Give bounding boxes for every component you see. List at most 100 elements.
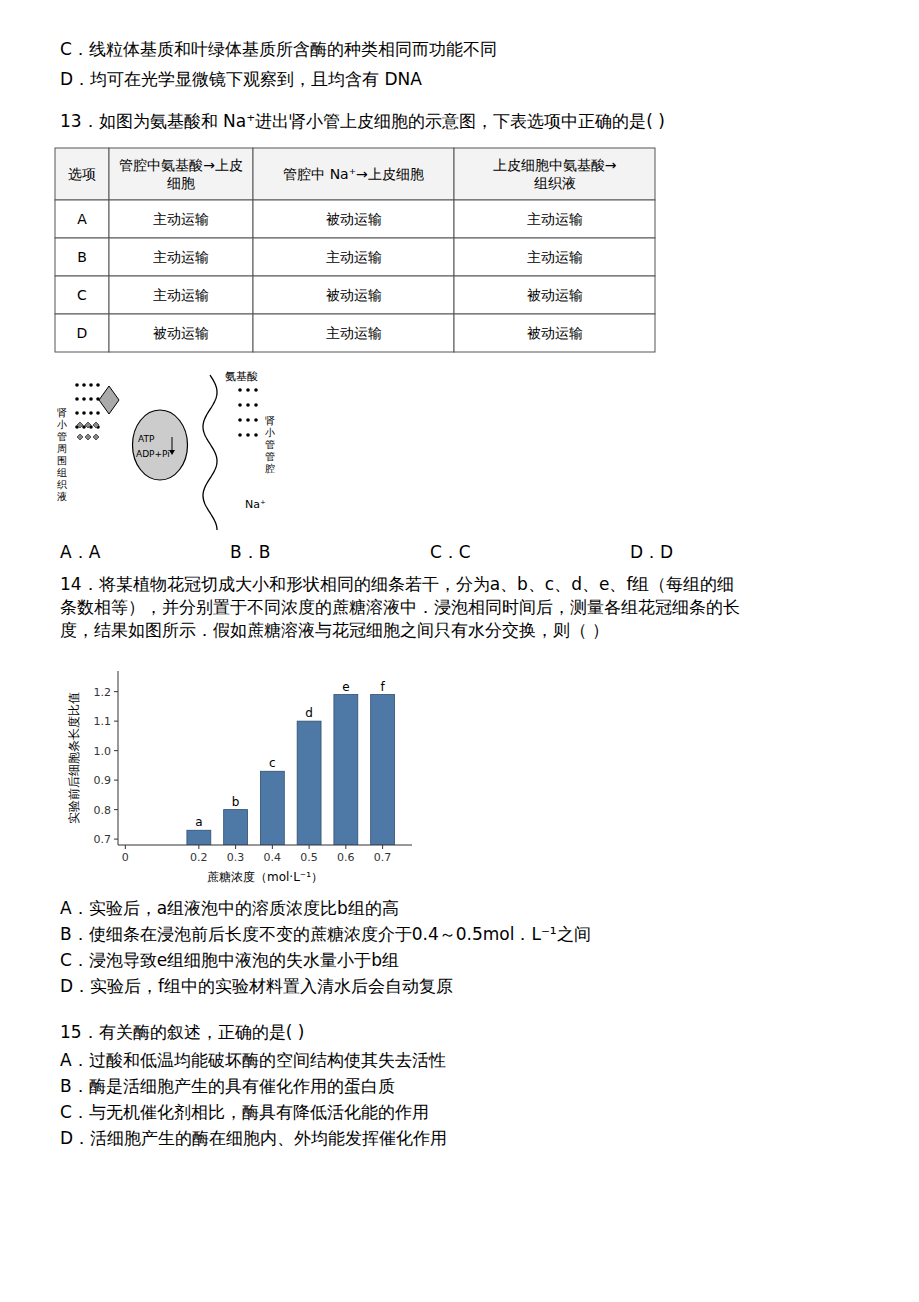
x-tick (382, 845, 383, 849)
table-text-line: 被动运输 (153, 325, 209, 341)
table-cell (55, 314, 109, 352)
table-text-line: A (77, 211, 87, 227)
diagram-particle (75, 383, 79, 387)
y-tick (114, 839, 118, 840)
x-tick-label: 0 (122, 851, 129, 864)
diagram-arrow-head (169, 450, 175, 455)
table-cell (55, 238, 109, 276)
y-tick-label: 1.0 (94, 745, 112, 758)
y-axis-line (118, 671, 119, 845)
answer-option: A．过酸和低温均能破坏酶的空间结构使其失去活性 (60, 1050, 446, 1070)
table-text: 被动运输 (527, 325, 583, 341)
table-cell (109, 238, 253, 276)
diagram-particle (75, 397, 79, 401)
table-cell (253, 238, 454, 276)
page: C．线粒体基质和叶绿体基质所含酶的种类相同而功能不同D．均可在光学显微镜下观察到… (0, 0, 919, 1302)
answer-option: D．D (630, 542, 673, 562)
bar-category-label: e (342, 680, 349, 694)
y-tick-label: 0.8 (94, 804, 112, 817)
table-cell (253, 276, 454, 314)
table-cell (109, 148, 253, 200)
table-text: 被动运输 (527, 287, 583, 303)
diagram-label-char: 管 (57, 431, 67, 442)
table-cell (109, 200, 253, 238)
table-cell (454, 276, 655, 314)
y-axis-label: 实验前后细胞条长度比值 (67, 692, 81, 824)
table-text-line: 主动运输 (153, 249, 209, 265)
bar (334, 695, 358, 845)
diagram-cell (133, 410, 188, 480)
table-text-line: 被动运输 (527, 325, 583, 341)
table-text-line: 组织液 (534, 175, 576, 191)
x-tick-label: 0.2 (190, 851, 208, 864)
diagram-particle (238, 433, 242, 437)
annotation: D．均可在光学显微镜下观察到，且均含有 DNA (60, 69, 422, 89)
bar (260, 771, 284, 845)
diagram-label: ATP (138, 434, 155, 444)
diagram-particle (96, 383, 100, 387)
table-header: 管腔中 Na⁺→上皮细胞 (283, 166, 424, 182)
answer-option: B．使细条在浸泡前后长度不变的蔗糖浓度介于0.4～0.5mol．L⁻¹之间 (60, 924, 591, 944)
y-tick-label: 0.7 (94, 833, 112, 846)
question: 条数相等），并分别置于不同浓度的蔗糖溶液中．浸泡相同时间后，测量各组花冠细条的长 (60, 597, 740, 617)
table-text-line: 主动运输 (527, 211, 583, 227)
x-tick-label: 0.3 (227, 851, 245, 864)
x-tick-label: 0.6 (337, 851, 355, 864)
y-tick (114, 809, 118, 810)
x-tick-label: 0.5 (300, 851, 318, 864)
diagram-particle (89, 411, 93, 415)
table-text-line: 细胞 (167, 175, 195, 191)
x-tick (235, 845, 236, 849)
table-text-line: 被动运输 (326, 211, 382, 227)
answer-option: A．实验后，a组液泡中的溶质浓度比b组的高 (60, 898, 399, 918)
table-cell (454, 200, 655, 238)
table-text-line: 主动运输 (326, 325, 382, 341)
x-axis-line (118, 845, 412, 846)
diagram-label: 肾小管周围组织液 (57, 407, 67, 502)
diagram-label-char: 腔 (265, 463, 275, 474)
y-tick (114, 780, 118, 781)
table-cell (454, 238, 655, 276)
diagram-label-char: 小 (57, 419, 67, 430)
diagram-label-char: 小 (265, 427, 275, 438)
diagram-particle (254, 418, 258, 422)
bar-category-label: c (269, 756, 276, 770)
x-axis-label: 蔗糖浓度（mol·L⁻¹） (207, 870, 323, 884)
diagram-label-char: 管 (265, 439, 275, 450)
x-tick (309, 845, 310, 849)
table-text-line: B (77, 249, 87, 265)
answer-option: C．浸泡导致e组细胞中液泡的失水量小于b组 (60, 950, 399, 970)
diagram-particle (82, 383, 86, 387)
diagram-particle (254, 403, 258, 407)
table-cell (454, 314, 655, 352)
diagram-particle (75, 411, 79, 415)
table-text: B (77, 249, 87, 265)
diagram-label-char: 肾 (265, 415, 275, 426)
table-text-line: 主动运输 (153, 211, 209, 227)
table: 选项管腔中氨基酸→上皮细胞管腔中 Na⁺→上皮细胞上皮细胞中氨基酸→组织液A主动… (55, 148, 655, 352)
table-text-line: C (77, 287, 87, 303)
bar-category-label: b (232, 795, 240, 809)
diagram-label-char: 周 (57, 443, 67, 454)
diagram-particle (89, 397, 93, 401)
table-text: C (77, 287, 87, 303)
table-text: 主动运输 (527, 249, 583, 265)
table-cell (55, 200, 109, 238)
y-tick (114, 750, 118, 751)
table-cell (109, 314, 253, 352)
x-tick (272, 845, 273, 849)
table-text-line: 上皮细胞中氨基酸→ (493, 157, 617, 173)
table-text: 主动运输 (153, 211, 209, 227)
diagram-amino-acid (85, 422, 91, 428)
diagram-label-char: 肾 (57, 407, 67, 418)
diagram-particle (254, 388, 258, 392)
table-text: 主动运输 (527, 211, 583, 227)
answer-option: D．实验后，f组中的实验材料置入清水后会自动复原 (60, 976, 453, 996)
x-tick (345, 845, 346, 849)
table-text: 主动运输 (326, 325, 382, 341)
table-text: 主动运输 (326, 249, 382, 265)
table-text-line: D (77, 325, 88, 341)
diagram-amino-acid (85, 434, 91, 440)
x-tick-label: 0.7 (374, 851, 392, 864)
table-text: D (77, 325, 88, 341)
